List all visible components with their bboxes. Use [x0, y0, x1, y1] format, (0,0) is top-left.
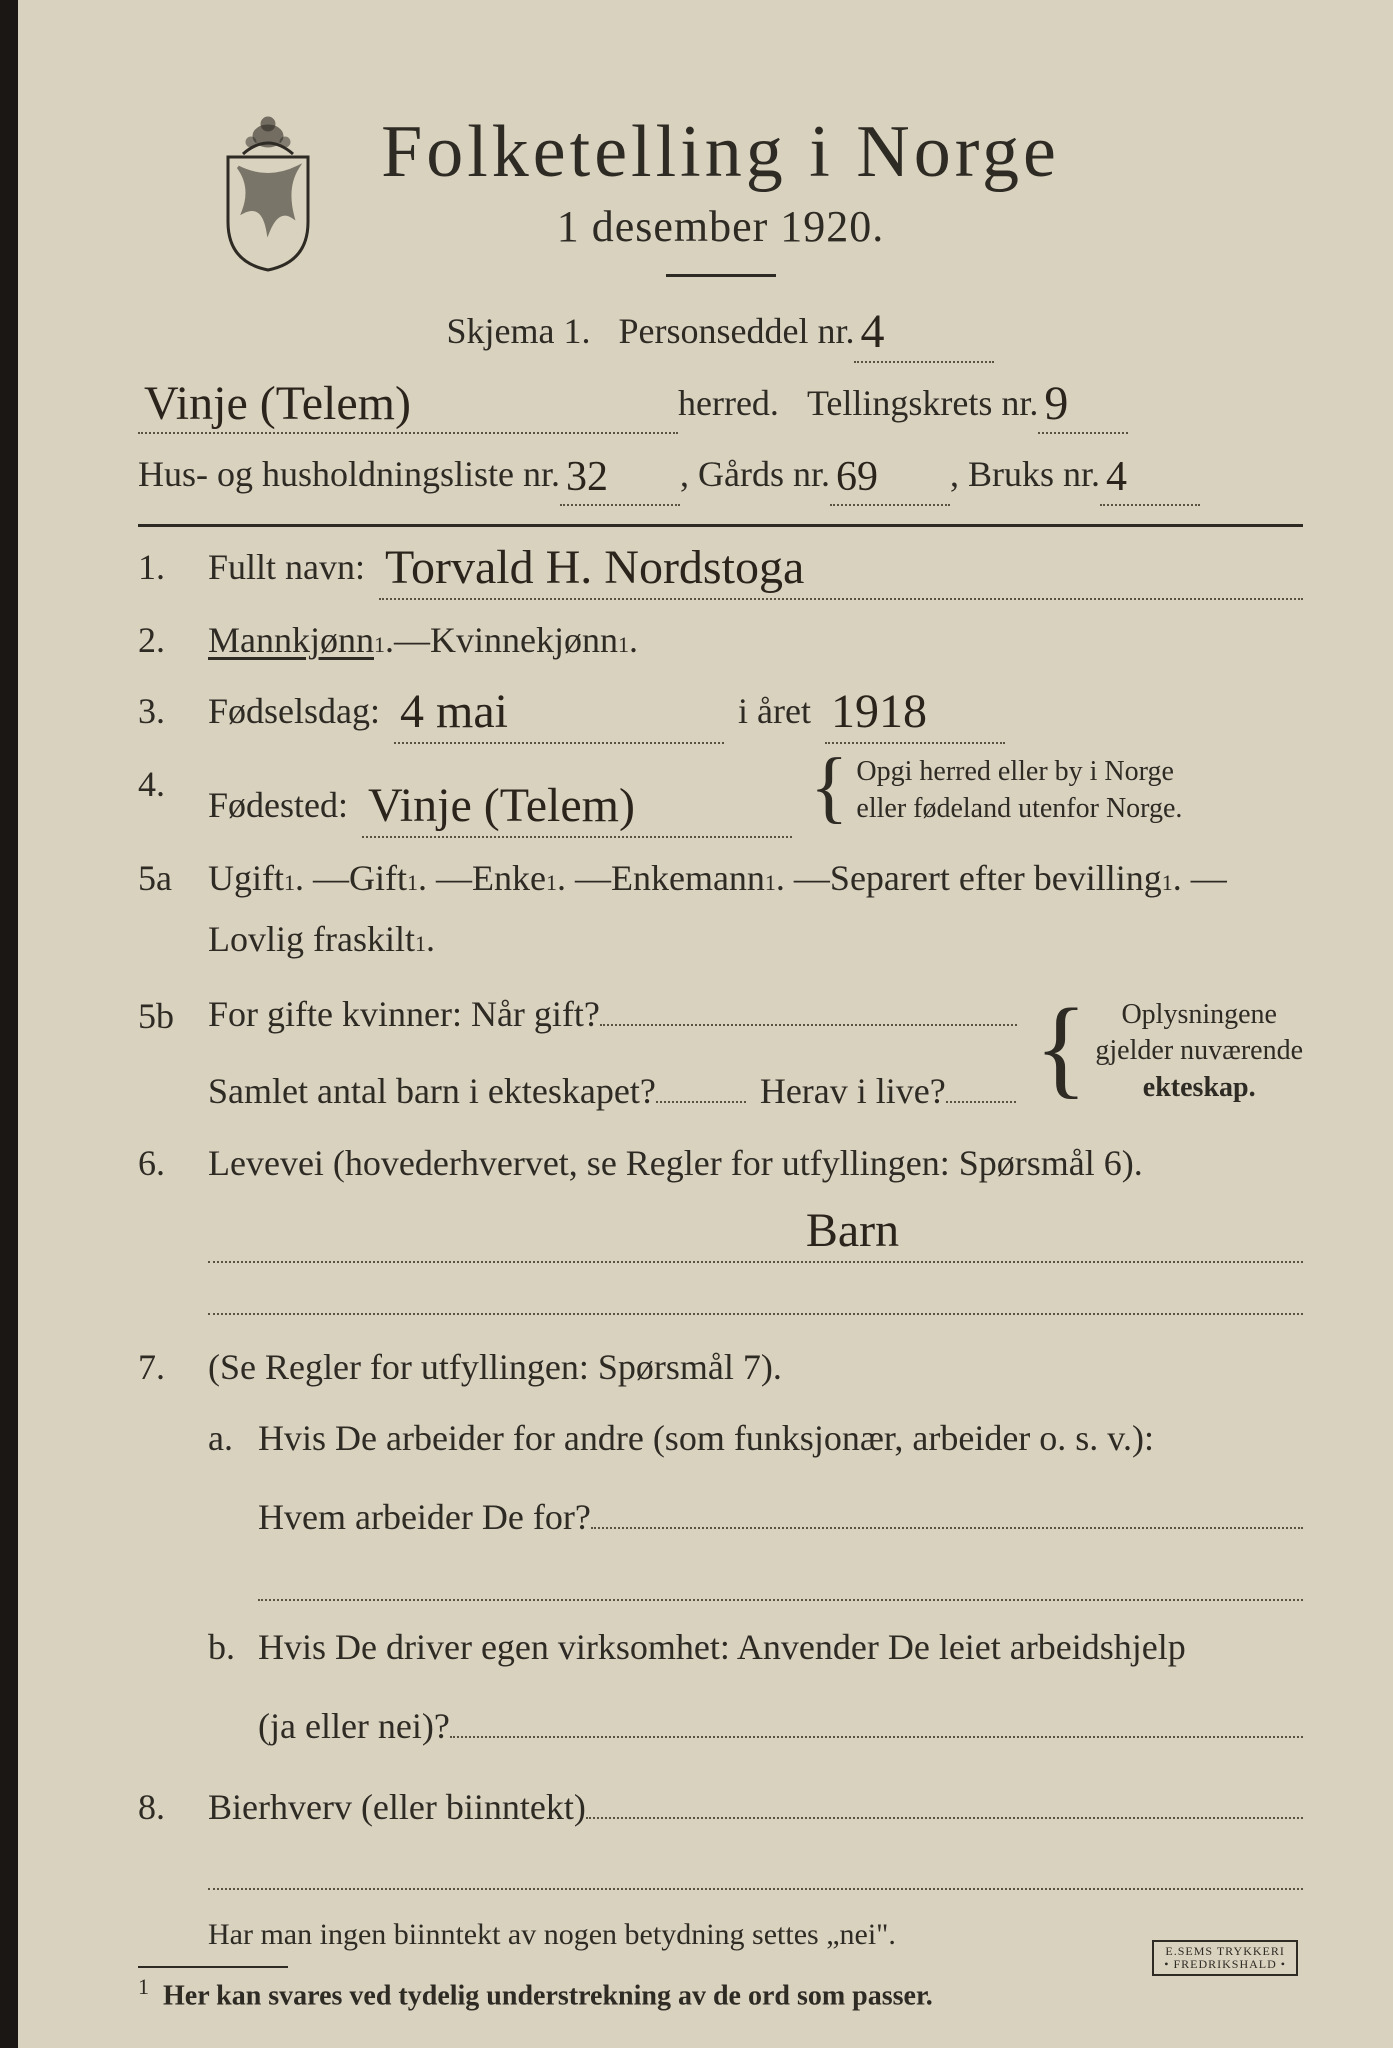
- q5a-content: Ugift1. — Gift1. — Enke1. — Enkemann1. —…: [208, 848, 1303, 970]
- herred-value: Vinje (Telem): [138, 377, 417, 430]
- q5a-opt3: Enkemann: [611, 848, 765, 909]
- q3-mid: i året: [738, 681, 811, 742]
- q2-sup1: 1: [374, 626, 385, 663]
- q2-kvinne: Kvinnekjønn: [430, 610, 618, 671]
- skjema-line: Skjema 1. Personseddel nr. 4: [138, 303, 1303, 363]
- footnote-rule: [138, 1966, 288, 1968]
- q3-day: 4 mai: [394, 685, 514, 738]
- title-rule: [666, 274, 776, 277]
- q2-dot2: .: [629, 610, 638, 671]
- q8-blank2: [208, 1848, 1303, 1890]
- q7b-letter: b.: [208, 1617, 258, 1678]
- q6-blank2: [208, 1273, 1303, 1315]
- q2-dash: —: [394, 610, 430, 671]
- q4-note1: Opgi herred eller by i Norge: [856, 756, 1174, 787]
- gards-nr: 69: [830, 454, 884, 500]
- q5b-brace1: Oplysningene: [1121, 999, 1277, 1030]
- q3-num: 3.: [138, 681, 208, 742]
- q2-row: 2. Mannkjønn1. — Kvinnekjønn1.: [138, 610, 1303, 671]
- q7b-row: b. Hvis De driver egen virksomhet: Anven…: [138, 1617, 1303, 1757]
- q5b-brace3: ekteskap.: [1143, 1072, 1256, 1103]
- bruks-nr: 4: [1100, 454, 1133, 500]
- q6-num: 6.: [138, 1133, 208, 1194]
- q6-label: Levevei (hovederhvervet, se Regler for u…: [208, 1133, 1143, 1194]
- q7-label: (Se Regler for utfyllingen: Spørsmål 7).: [208, 1337, 782, 1398]
- footer-area: Har man ingen biinntekt av nogen betydni…: [138, 1918, 1303, 2012]
- herred-label: herred.: [678, 375, 779, 433]
- footnote-num: 1: [138, 1974, 149, 1999]
- q5a-num: 5a: [138, 848, 208, 909]
- divider-top: [138, 524, 1303, 527]
- q1-label: Fullt navn:: [208, 537, 365, 598]
- skjema-label: Skjema 1.: [447, 303, 591, 361]
- q5a-opt2: Enke: [472, 848, 546, 909]
- q4-num: 4.: [138, 754, 208, 815]
- printer-line2: • FREDRIKSHALD •: [1164, 1957, 1286, 1971]
- q4-note-box: { Opgi herred eller by i Norge eller fød…: [810, 754, 1182, 827]
- q2-mann: Mannkjønn: [208, 610, 374, 671]
- q3-row: 3. Fødselsdag: 4 mai i året 1918: [138, 681, 1303, 744]
- q4-label: Fødested:: [208, 775, 348, 836]
- q4-note2: eller fødeland utenfor Norge.: [856, 793, 1182, 824]
- tellingskrets-nr: 9: [1038, 377, 1074, 430]
- q7a-text2: Hvem arbeider De for?: [258, 1487, 591, 1548]
- husliste-label: Hus- og husholdningsliste nr.: [138, 446, 560, 504]
- husliste-line: Hus- og husholdningsliste nr. 32 , Gårds…: [138, 446, 1303, 506]
- q6-row: 6. Levevei (hovederhvervet, se Regler fo…: [138, 1133, 1303, 1194]
- q6-value-row: Barn: [138, 1200, 1303, 1263]
- q1-value: Torvald H. Nordstoga: [379, 541, 810, 594]
- personseddel-label: Personseddel nr.: [619, 303, 855, 361]
- q5a-opt1: Gift: [349, 848, 407, 909]
- q5b-num: 5b: [138, 980, 208, 1047]
- q1-row: 1. Fullt navn: Torvald H. Nordstoga: [138, 537, 1303, 600]
- q8-row: 8. Bierhverv (eller biinntekt): [138, 1773, 1303, 1838]
- q5b-brace-box: { Oplysningene gjelder nuværende ekteska…: [1035, 997, 1303, 1106]
- q7a-text1: Hvis De arbeider for andre (som funksjon…: [258, 1408, 1154, 1469]
- gards-label: , Gårds nr.: [680, 446, 830, 504]
- q3-label: Fødselsdag:: [208, 681, 380, 742]
- q2-sup2: 1: [618, 626, 629, 663]
- q7-num: 7.: [138, 1337, 208, 1398]
- bruks-label: , Bruks nr.: [950, 446, 1100, 504]
- husliste-nr: 32: [560, 454, 614, 500]
- q1-num: 1.: [138, 537, 208, 598]
- q5b-row: 5b For gifte kvinner: Når gift? Samlet a…: [138, 980, 1303, 1122]
- q5a-opt0: Ugift: [208, 848, 284, 909]
- tellingskrets-label: Tellingskrets nr.: [807, 375, 1038, 433]
- printer-line1: E.SEMS TRYKKERI: [1165, 1944, 1284, 1958]
- q6-value: Barn: [606, 1204, 905, 1257]
- q8-label: Bierhverv (eller biinntekt): [208, 1777, 586, 1838]
- q5b-line1: For gifte kvinner: Når gift?: [208, 984, 600, 1045]
- footnote-text: Her kan svares ved tydelig understreknin…: [163, 1981, 933, 2012]
- q7a-letter: a.: [208, 1408, 258, 1469]
- q7-row: 7. (Se Regler for utfyllingen: Spørsmål …: [138, 1337, 1303, 1398]
- q7b-text1: Hvis De driver egen virksomhet: Anvender…: [258, 1617, 1186, 1678]
- coat-of-arms-icon: [213, 112, 323, 272]
- q8-num: 8.: [138, 1777, 208, 1838]
- q7a-row: a. Hvis De arbeider for andre (som funks…: [138, 1408, 1303, 1548]
- q5b-line2a: Samlet antal barn i ekteskapet?: [208, 1061, 656, 1122]
- q5a-opt4: Separert efter bevilling: [830, 848, 1162, 909]
- q4-row: 4. Fødested: Vinje (Telem) { Opgi herred…: [138, 754, 1303, 838]
- q2-num: 2.: [138, 610, 208, 671]
- herred-line: Vinje (Telem) herred. Tellingskrets nr. …: [138, 375, 1303, 435]
- form-body: 1. Fullt navn: Torvald H. Nordstoga 2. M…: [138, 537, 1303, 2013]
- q5b-brace2: gjelder nuværende: [1095, 1035, 1303, 1066]
- footnote-line: 1 Her kan svares ved tydelig understrekn…: [138, 1974, 1303, 2012]
- q2-dot1: .: [385, 610, 394, 671]
- footer-note: Har man ingen biinntekt av nogen betydni…: [138, 1918, 1303, 1952]
- q7a-blank2: [258, 1559, 1303, 1601]
- q5b-line2b: Herav i live?: [760, 1061, 946, 1122]
- personseddel-nr: 4: [854, 305, 890, 358]
- q4-value: Vinje (Telem): [362, 779, 641, 832]
- printer-mark: E.SEMS TRYKKERI • FREDRIKSHALD •: [1152, 1940, 1298, 1976]
- q3-year: 1918: [825, 685, 933, 738]
- q5a-row: 5a Ugift1. — Gift1. — Enke1. — Enkemann1…: [138, 848, 1303, 970]
- q5a-last: Lovlig fraskilt: [208, 909, 415, 970]
- census-form-page: Folketelling i Norge 1 desember 1920. Sk…: [0, 0, 1393, 2048]
- q7b-text2: (ja eller nei)?: [258, 1696, 450, 1757]
